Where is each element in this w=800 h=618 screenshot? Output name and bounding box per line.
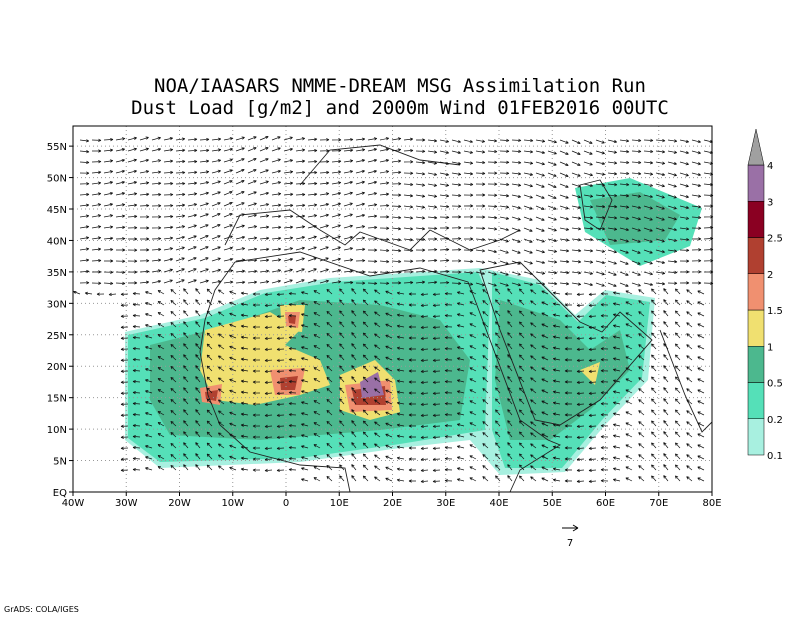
x-tick-label: 30W	[115, 498, 138, 509]
map-frame	[72, 125, 713, 493]
coastlines	[199, 144, 713, 493]
colorbar-label: 0.5	[767, 379, 783, 390]
x-tick-label: 30E	[436, 498, 455, 509]
colorbar: 0.1 0.2 0.5 1 1.5 2 2.5 3 4	[747, 128, 783, 462]
y-tick-label: 50N	[47, 174, 67, 185]
colorbar-swatch	[747, 201, 765, 238]
colorbar-label: 4	[767, 161, 773, 172]
y-tick-label: 55N	[47, 142, 67, 153]
x-tick-label: 10W	[221, 498, 244, 509]
wind-scale-label: 7	[567, 538, 573, 549]
wind-vectors	[73, 135, 714, 484]
colorbar-swatch	[747, 237, 765, 274]
colorbar-over	[747, 128, 765, 166]
y-tick-label: 5N	[53, 457, 67, 468]
x-tick-label: 60E	[596, 498, 615, 509]
colorbar-swatch	[747, 418, 765, 456]
colorbar-label: 0.1	[767, 451, 783, 462]
colorbar-label: 1	[767, 342, 773, 353]
colorbar-label: 2	[767, 270, 773, 281]
wind-scale-arrow	[562, 524, 579, 532]
x-tick-label: 70E	[649, 498, 668, 509]
x-tick-label: 80E	[702, 498, 721, 509]
colorbar-swatch	[747, 382, 765, 419]
y-tick-label: EQ	[53, 488, 67, 499]
y-tick-label: 15N	[47, 394, 67, 405]
colorbar-label: 1.5	[767, 306, 783, 317]
y-tick-label: 30N	[47, 299, 67, 310]
x-tick-label: 40W	[62, 498, 85, 509]
y-tick-label: 25N	[47, 331, 67, 342]
colorbar-swatch	[747, 309, 765, 347]
y-tick-label: 45N	[47, 205, 67, 216]
colorbar-label: 0.2	[767, 415, 783, 426]
x-tick-label: 50E	[543, 498, 562, 509]
x-tick-label: 20W	[168, 498, 191, 509]
x-tick-label: 0	[283, 498, 289, 509]
y-tick-label: 35N	[47, 268, 67, 279]
x-tick-label: 40E	[489, 498, 508, 509]
y-tick-label: 40N	[47, 236, 67, 247]
x-tick-label: 10E	[330, 498, 349, 509]
colorbar-swatch	[747, 164, 765, 202]
wind-arrows	[73, 135, 714, 484]
x-tick-label: 20E	[383, 498, 402, 509]
colorbar-swatch	[747, 273, 765, 311]
colorbar-swatch	[747, 346, 765, 383]
y-tick-label: 10N	[47, 425, 67, 436]
y-tick-label: 20N	[47, 362, 67, 373]
title-line: NOA/IAASARS NMME-DREAM MSG Assimilation …	[154, 75, 646, 97]
colorbar-label: 3	[767, 197, 773, 208]
footer: GrADS: COLA/IGES	[4, 605, 79, 614]
colorbar-label: 2.5	[767, 234, 783, 245]
title-line: Dust Load [g/m2] and 2000m Wind 01FEB201…	[131, 97, 669, 119]
